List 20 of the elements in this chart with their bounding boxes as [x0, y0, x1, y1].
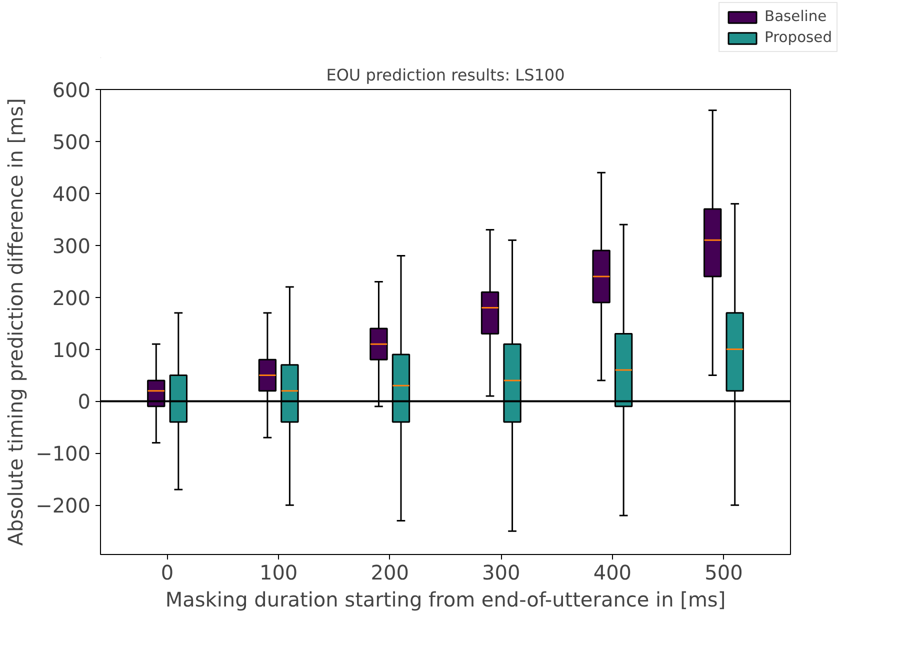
y-tick-label: 100 [52, 338, 91, 362]
legend-label: Baseline [764, 8, 827, 25]
y-tick-label: 0 [78, 390, 91, 414]
y-tick-label: 500 [52, 130, 91, 154]
y-tick-label: 300 [52, 234, 91, 258]
y-tick-label: 200 [52, 286, 91, 310]
x-tick-label: 300 [482, 560, 520, 584]
x-tick-label: 100 [259, 560, 298, 584]
y-axis-title: Absolute timing prediction difference in [ms] [4, 98, 28, 546]
x-tick-label: 0 [160, 560, 174, 584]
y-tick-label: 600 [52, 78, 91, 102]
x-tick-label: 500 [704, 560, 743, 584]
y-tick-label: 400 [52, 182, 91, 206]
y-tick-label: −200 [36, 494, 91, 518]
x-axis-title: Masking duration starting from end-of-utterance in [ms] [165, 588, 726, 612]
legend-label: Proposed [764, 29, 832, 46]
x-tick-label: 400 [593, 560, 632, 584]
x-tick-label: 200 [370, 560, 409, 584]
y-tick-label: −100 [36, 442, 91, 466]
chart-title: EOU prediction results: LS100 [326, 66, 565, 84]
